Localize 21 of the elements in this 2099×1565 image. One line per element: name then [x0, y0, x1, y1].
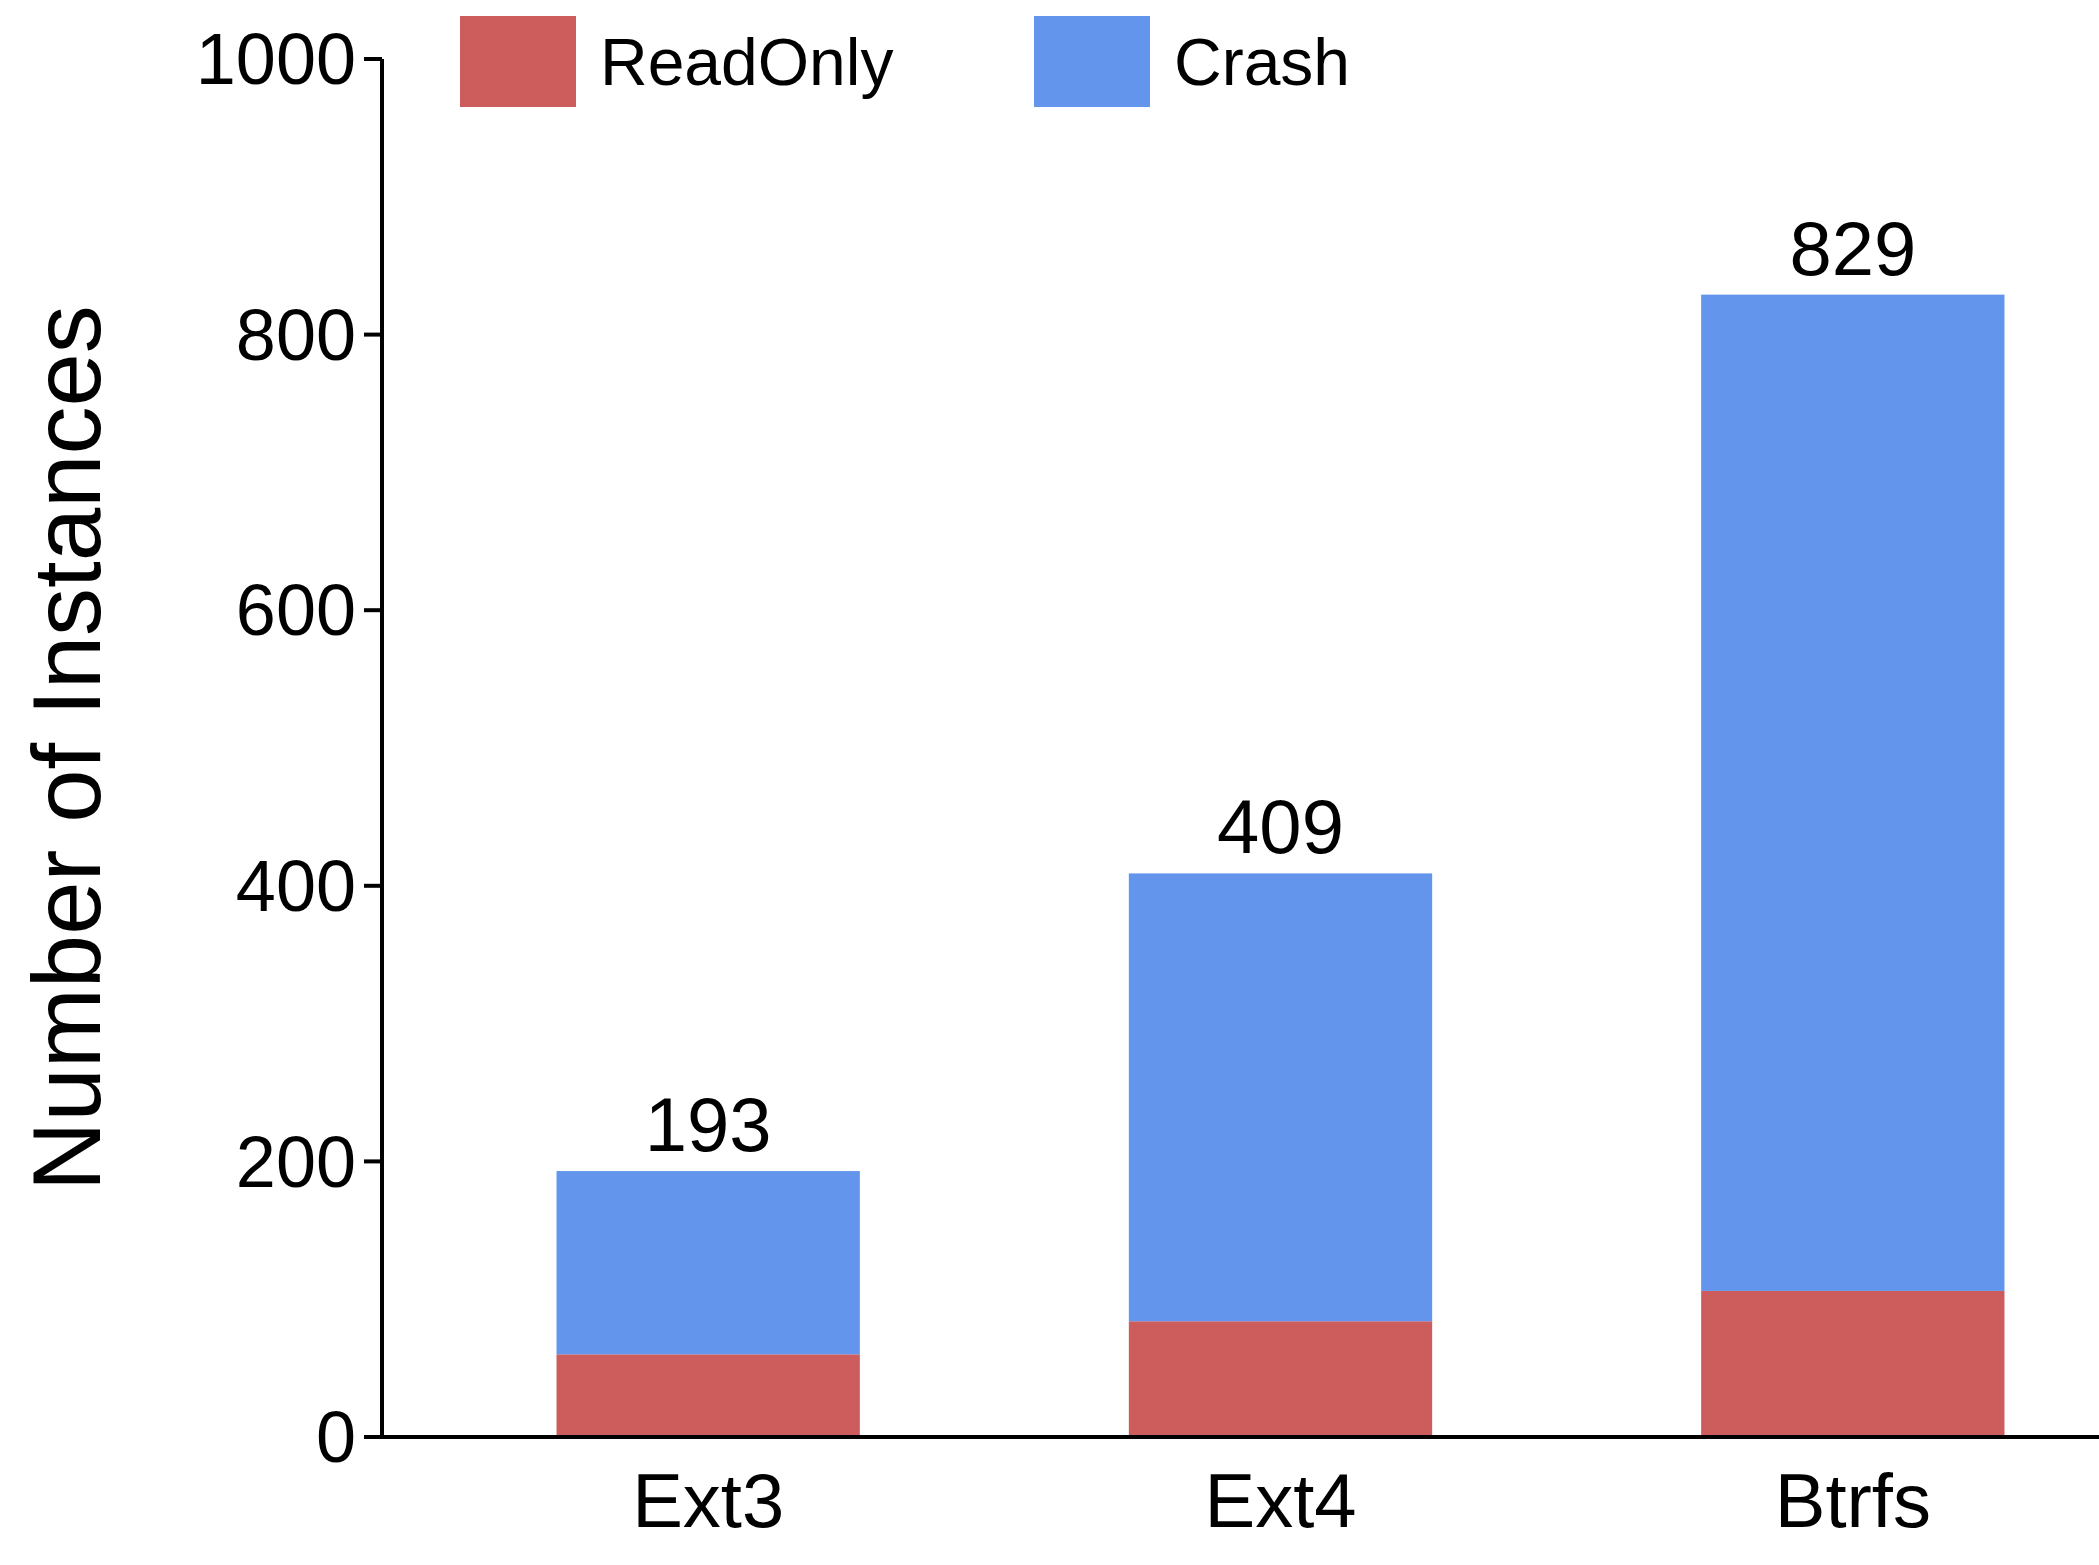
- bar: [1701, 294, 2005, 1291]
- y-tick-label: 0: [315, 1397, 356, 1478]
- legend-label: Crash: [1174, 25, 1351, 100]
- x-tick-label: Btrfs: [1774, 1458, 1931, 1543]
- total-label: 193: [644, 1082, 772, 1168]
- y-tick-label: 200: [235, 1121, 356, 1202]
- total-label: 829: [1789, 205, 1917, 291]
- x-tick-label: Ext4: [1204, 1458, 1357, 1543]
- legend-label: ReadOnly: [600, 25, 894, 100]
- bar: [1128, 1321, 1433, 1437]
- y-tick-label: 600: [235, 570, 356, 651]
- y-axis-title: Number of Instances: [13, 305, 120, 1191]
- y-tick-label: 400: [235, 846, 356, 926]
- x-tick-label: Ext3: [632, 1458, 785, 1543]
- total-label: 409: [1217, 784, 1344, 870]
- y-tick-label: 1000: [195, 19, 356, 100]
- bar: [1701, 1290, 2005, 1437]
- bar: [1128, 873, 1433, 1322]
- y-tick-label: 800: [235, 294, 356, 375]
- bar: [556, 1354, 860, 1437]
- bar: [556, 1171, 860, 1355]
